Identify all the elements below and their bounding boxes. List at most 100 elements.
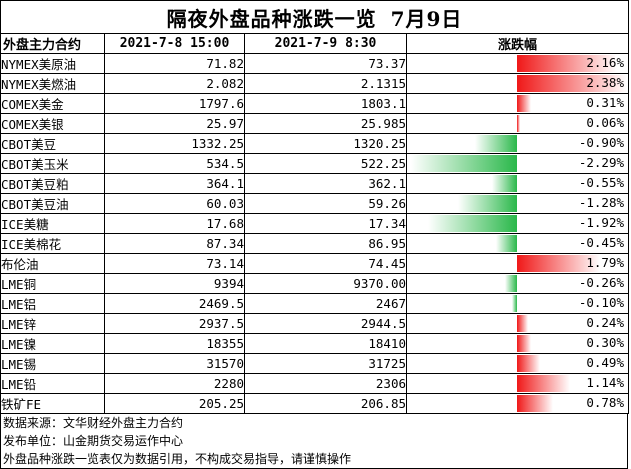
curr-price: 2467 bbox=[244, 293, 407, 314]
gain-bar bbox=[517, 75, 627, 92]
loss-bar bbox=[475, 135, 517, 152]
prev-price: 2469.5 bbox=[104, 293, 245, 314]
loss-bar bbox=[492, 175, 517, 192]
change-cell: 0.31% bbox=[406, 93, 629, 114]
prev-price: 31570 bbox=[104, 353, 245, 374]
change-cell: 0.49% bbox=[406, 353, 629, 374]
contract-name: CBOT美豆油 bbox=[0, 193, 105, 214]
change-percent: 0.30% bbox=[586, 335, 624, 350]
table-row: COMEX美银 25.97 25.985 0.06% bbox=[0, 113, 629, 134]
header-curr: 2021-7-9 8:30 bbox=[244, 33, 407, 54]
footer-disclaimer: 外盘品种涨跌一览表仅为数据引用，不构成交易指导，请谨慎操作 bbox=[3, 452, 352, 466]
table-row: 布伦油 73.14 74.45 1.79% bbox=[0, 253, 629, 274]
curr-price: 206.85 bbox=[244, 393, 407, 414]
gain-bar bbox=[517, 335, 531, 352]
change-cell: -1.28% bbox=[406, 193, 629, 214]
loss-bar bbox=[496, 235, 517, 252]
change-percent: -1.92% bbox=[578, 215, 624, 230]
table-row: ICE美棉花 87.34 86.95 -0.45% bbox=[0, 233, 629, 254]
prev-price: 534.5 bbox=[104, 153, 245, 174]
table-row: LME锌 2937.5 2944.5 0.24% bbox=[0, 313, 629, 334]
contract-name: CBOT美豆粕 bbox=[0, 173, 105, 194]
prev-price: 25.97 bbox=[104, 113, 245, 134]
prev-price: 2.082 bbox=[104, 73, 245, 94]
table-row: LME铜 9394 9370.00 -0.26% bbox=[0, 273, 629, 294]
curr-price: 86.95 bbox=[244, 233, 407, 254]
change-percent: -0.45% bbox=[578, 235, 624, 250]
table-row: ICE美糖 17.68 17.34 -1.92% bbox=[0, 213, 629, 234]
contract-name: LME锡 bbox=[0, 353, 105, 374]
curr-price: 2.1315 bbox=[244, 73, 407, 94]
change-percent: -0.90% bbox=[578, 135, 624, 150]
prev-price: 2937.5 bbox=[104, 313, 245, 334]
gain-bar bbox=[517, 355, 540, 372]
gain-bar bbox=[517, 395, 553, 412]
curr-price: 2306 bbox=[244, 373, 407, 394]
prev-price: 17.68 bbox=[104, 213, 245, 234]
table-row: CBOT美豆油 60.03 59.26 -1.28% bbox=[0, 193, 629, 214]
contract-name: CBOT美豆 bbox=[0, 133, 105, 154]
change-percent: -1.28% bbox=[578, 195, 624, 210]
change-cell: 2.16% bbox=[406, 53, 629, 74]
change-cell: 2.38% bbox=[406, 73, 629, 94]
loss-bar bbox=[505, 275, 517, 292]
prev-price: 87.34 bbox=[104, 233, 245, 254]
prev-price: 205.25 bbox=[104, 393, 245, 414]
footer-notes: 数据来源：文华财经外盘主力合约 发布单位：山金期货交易运作中心 外盘品种涨跌一览… bbox=[0, 414, 628, 469]
change-percent: 1.79% bbox=[586, 255, 624, 270]
contract-name: NYMEX美原油 bbox=[0, 53, 105, 74]
contract-name: LME铜 bbox=[0, 273, 105, 294]
curr-price: 73.37 bbox=[244, 53, 407, 74]
contract-name: LME镍 bbox=[0, 333, 105, 354]
change-percent: 0.24% bbox=[586, 315, 624, 330]
table-row: NYMEX美燃油 2.082 2.1315 2.38% bbox=[0, 73, 629, 94]
change-cell: -0.10% bbox=[406, 293, 629, 314]
curr-price: 1320.25 bbox=[244, 133, 407, 154]
footer-source: 数据来源：文华财经外盘主力合约 bbox=[3, 416, 184, 430]
curr-price: 1803.1 bbox=[244, 93, 407, 114]
curr-price: 17.34 bbox=[244, 213, 407, 234]
change-percent: 0.49% bbox=[586, 355, 624, 370]
curr-price: 25.985 bbox=[244, 113, 407, 134]
curr-price: 31725 bbox=[244, 353, 407, 374]
curr-price: 59.26 bbox=[244, 193, 407, 214]
footer-publisher: 发布单位：山金期货交易运作中心 bbox=[3, 434, 184, 448]
change-cell: 0.78% bbox=[406, 393, 629, 414]
header-row: 外盘主力合约 2021-7-8 15:00 2021-7-9 8:30 涨跌幅 bbox=[0, 33, 629, 54]
table-row: CBOT美玉米 534.5 522.25 -2.29% bbox=[0, 153, 629, 174]
loss-bar bbox=[428, 215, 517, 232]
gain-bar bbox=[517, 375, 570, 392]
contract-name: 布伦油 bbox=[0, 253, 105, 274]
gain-bar bbox=[517, 115, 520, 132]
curr-price: 362.1 bbox=[244, 173, 407, 194]
loss-bar bbox=[411, 155, 517, 172]
table-row: LME铝 2469.5 2467 -0.10% bbox=[0, 293, 629, 314]
loss-bar bbox=[512, 295, 517, 312]
header-prev: 2021-7-8 15:00 bbox=[104, 33, 245, 54]
prev-price: 364.1 bbox=[104, 173, 245, 194]
change-cell: 1.79% bbox=[406, 253, 629, 274]
prev-price: 73.14 bbox=[104, 253, 245, 274]
table-row: NYMEX美原油 71.82 73.37 2.16% bbox=[0, 53, 629, 74]
curr-price: 18410 bbox=[244, 333, 407, 354]
contract-name: ICE美棉花 bbox=[0, 233, 105, 254]
table-row: LME镍 18355 18410 0.30% bbox=[0, 333, 629, 354]
change-cell: -2.29% bbox=[406, 153, 629, 174]
table-title: 隔夜外盘品种涨跌一览 7月9日 bbox=[0, 0, 629, 34]
change-percent: 0.78% bbox=[586, 395, 624, 410]
table-row: COMEX美金 1797.6 1803.1 0.31% bbox=[0, 93, 629, 114]
change-percent: 0.31% bbox=[586, 95, 624, 110]
title-main: 隔夜外盘品种涨跌一览 bbox=[166, 6, 377, 31]
prev-price: 71.82 bbox=[104, 53, 245, 74]
prev-price: 1332.25 bbox=[104, 133, 245, 154]
change-cell: 0.30% bbox=[406, 333, 629, 354]
contract-name: CBOT美玉米 bbox=[0, 153, 105, 174]
table-row: LME锡 31570 31725 0.49% bbox=[0, 353, 629, 374]
prev-price: 18355 bbox=[104, 333, 245, 354]
prev-price: 2280 bbox=[104, 373, 245, 394]
contract-name: LME铝 bbox=[0, 293, 105, 314]
gain-bar bbox=[517, 315, 528, 332]
contract-name: LME锌 bbox=[0, 313, 105, 334]
change-percent: -0.55% bbox=[578, 175, 624, 190]
